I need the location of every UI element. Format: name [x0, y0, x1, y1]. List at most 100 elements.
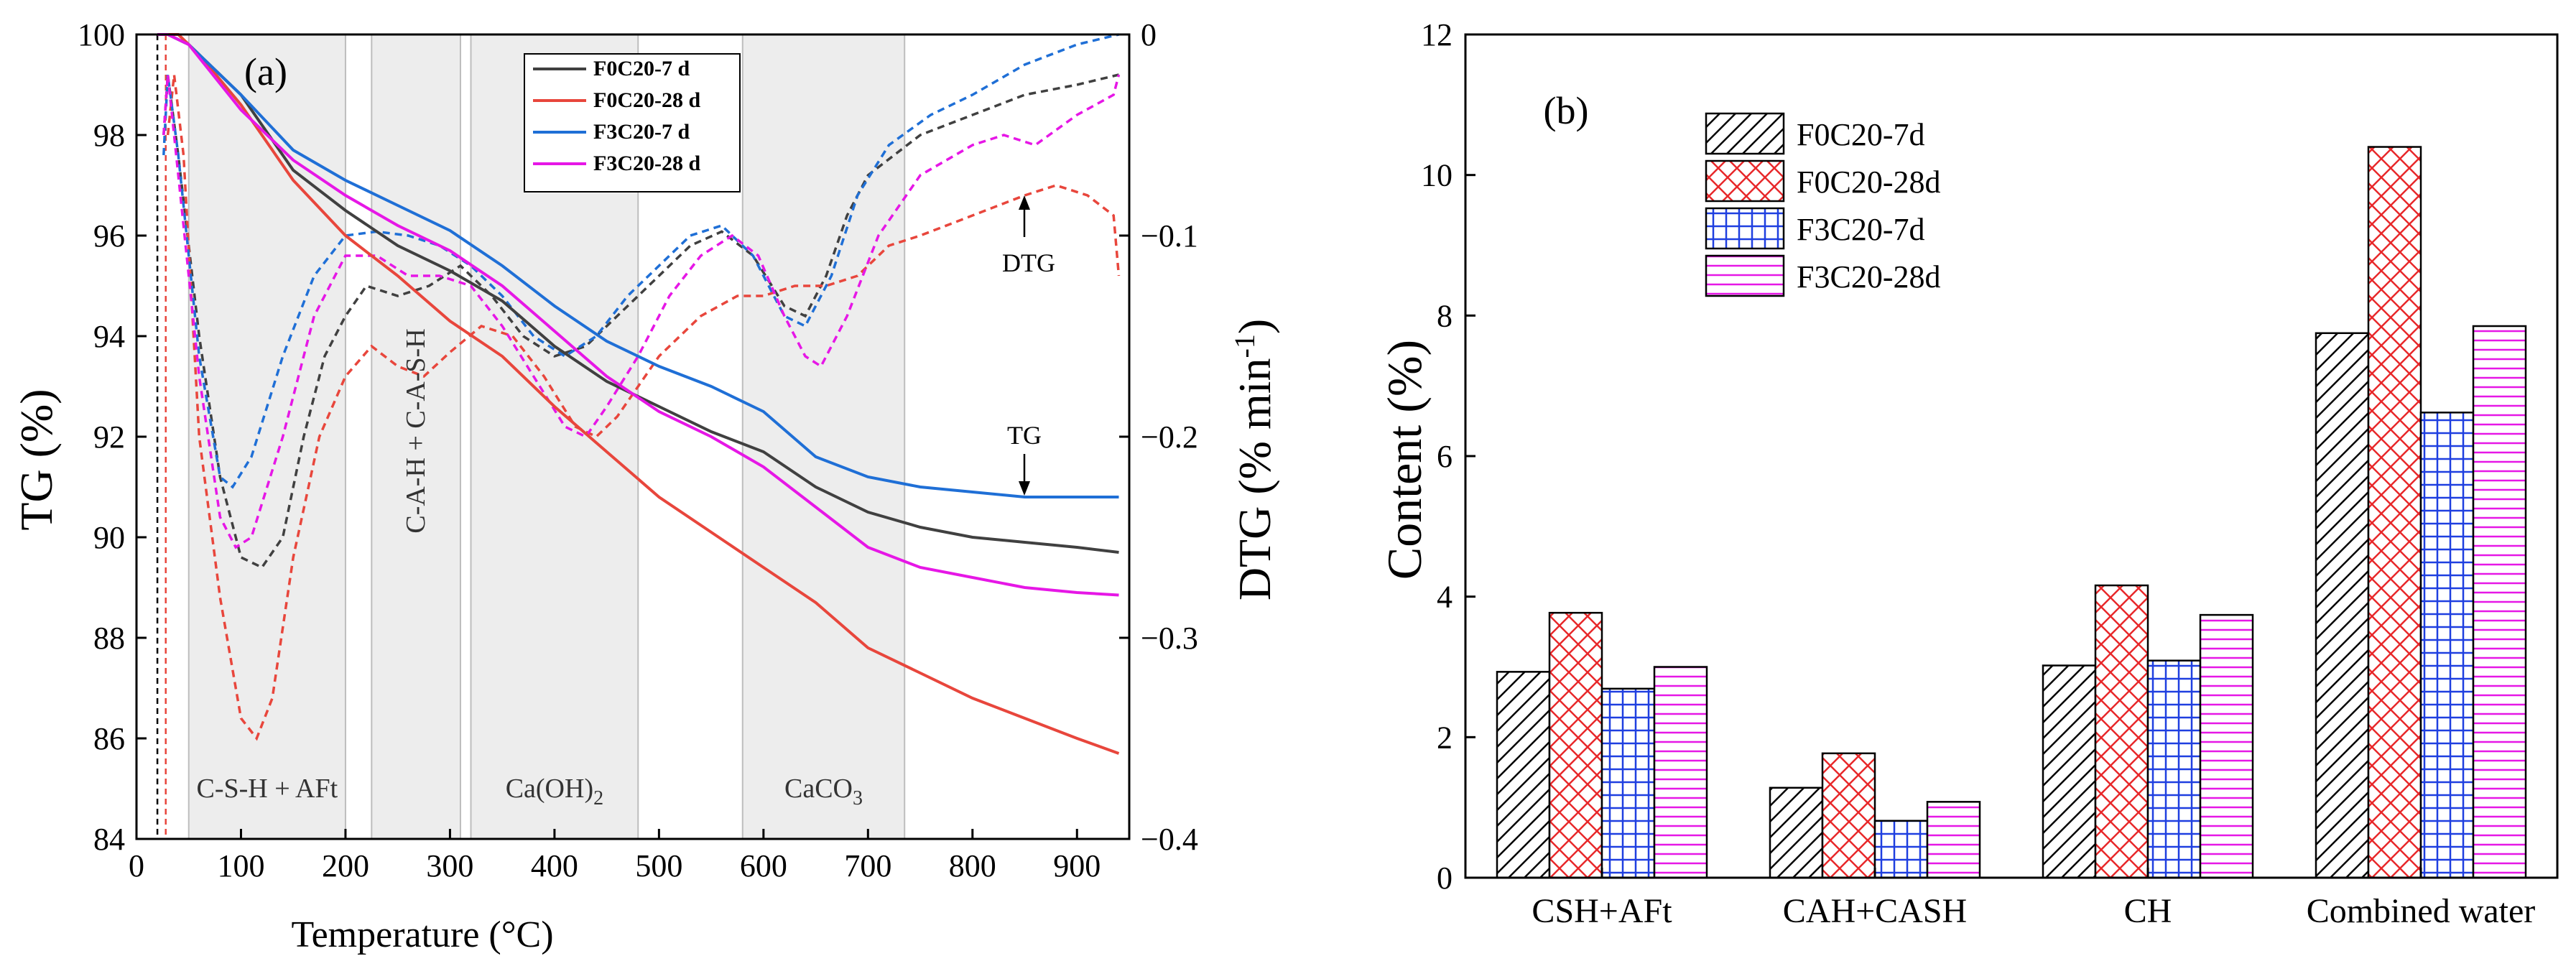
y-axis-right-ticks: −0.4 −0.3 −0.2 −0.1 0: [1119, 17, 1198, 857]
x-tick-label: 300: [426, 848, 473, 883]
legend-a-label-3: F3C20-28 d: [593, 152, 700, 175]
x-tick-label: 200: [322, 848, 369, 883]
region-label-text-3: CaCO: [784, 774, 853, 804]
region-label-2: Ca(OH)2: [506, 774, 603, 809]
legend-b-label-2: F3C20-7d: [1797, 212, 1924, 247]
legend-a-box: [524, 53, 741, 192]
legend-b-swatch-0: [1705, 112, 1785, 155]
y-tick-label: 88: [93, 621, 125, 656]
legend-b-swatch-3: [1705, 254, 1785, 297]
dtg-arrowhead: [1019, 195, 1030, 210]
panel-b-bar-chart: 0 2 4 6 8 10 12 CSH+AFt CAH+CASH CH Combined wate…: [1377, 17, 2559, 930]
y-right-tick-label: −0.2: [1141, 419, 1198, 455]
legend-b-label-1: F0C20-28d: [1797, 164, 1940, 200]
region-labels: C-S-H + AFt C-A-H + C-A-S-H Ca(OH)2 CaCO3: [196, 328, 862, 809]
x-tick-label: 100: [217, 848, 264, 883]
tg-line-1: [157, 33, 1120, 755]
bar-1-3: [1926, 801, 1981, 879]
y-axis-right-title: DTG (% min-1): [1228, 319, 1280, 600]
bar-3-0: [2315, 332, 2370, 879]
y-tick-label: 98: [93, 118, 125, 153]
y-axis-title-b: Content (%): [1377, 340, 1432, 580]
bar-2-3: [2199, 613, 2254, 879]
y-tick-label: 90: [93, 520, 125, 555]
b-y-tick-label: 6: [1437, 439, 1453, 474]
y-axis-left-title: TG (%): [11, 389, 62, 530]
legend-b-swatch-2: [1705, 207, 1785, 250]
bar-0-2: [1600, 687, 1656, 879]
y-tick-label: 96: [93, 218, 125, 254]
bar-3-2: [2419, 412, 2475, 879]
bar-0-3: [1653, 666, 1708, 879]
category-label: CSH+AFt: [1532, 892, 1672, 930]
y-right-tick-label: −0.1: [1141, 218, 1198, 254]
x-tick-label: 400: [531, 848, 578, 883]
dtg-line-3: [162, 74, 1121, 549]
legend-b-label-0: F0C20-7d: [1797, 117, 1924, 152]
bar-1-1: [1821, 752, 1876, 879]
x-tick-label: 900: [1053, 848, 1101, 883]
bars-group: [1496, 146, 2527, 879]
tg-line-0: [157, 33, 1119, 554]
region-label-0: C-S-H + AFt: [196, 774, 338, 804]
region-label-text-2: Ca(OH): [506, 774, 593, 804]
b-y-tick-label: 4: [1437, 580, 1453, 615]
bar-2-2: [2146, 659, 2202, 879]
y-tick-label: 84: [93, 822, 125, 857]
bar-2-0: [2042, 664, 2097, 879]
tg-annotation: TG: [1007, 421, 1042, 450]
b-y-tick-label: 0: [1437, 860, 1453, 896]
x-tick-label: 700: [844, 848, 891, 883]
x-tick-label: 600: [740, 848, 787, 883]
b-y-tick-label: 8: [1437, 298, 1453, 333]
region-band-3: [741, 34, 906, 840]
region-label-1: C-A-H + C-A-S-H: [401, 328, 431, 533]
y-right-tick-label: −0.3: [1141, 621, 1198, 656]
y-tick-label: 100: [78, 17, 125, 52]
legend-b: F0C20-7d F0C20-28d F3C20-7d F3C20-28d: [1705, 112, 1940, 297]
y-right-tick-label: −0.4: [1141, 822, 1198, 857]
tg-series-group: [157, 33, 1120, 755]
legend-b-swatch-1: [1705, 159, 1785, 203]
start-marker-lines: [156, 34, 167, 839]
legend-b-label-3: F3C20-28d: [1797, 259, 1940, 294]
x-tick-label: 500: [635, 848, 682, 883]
y-right-tick-label: 0: [1141, 17, 1157, 52]
y-tick-label: 92: [93, 419, 125, 455]
x-tick-label: 800: [949, 848, 996, 883]
bar-0-0: [1496, 671, 1551, 879]
y-axis-ticks-b: 0 2 4 6 8 10 12: [1421, 17, 1475, 896]
b-y-tick-label: 10: [1421, 158, 1453, 193]
dtg-series-group: [162, 33, 1121, 741]
region-label-sub-3: 3: [853, 787, 863, 809]
panel-label-a: (a): [244, 50, 287, 93]
category-label: Combined water: [2307, 892, 2536, 930]
x-axis-ticks: 0 100 200 300 400 500 600 700 800 900: [129, 829, 1101, 883]
b-y-tick-label: 2: [1437, 720, 1453, 755]
tg-line-3: [157, 33, 1119, 597]
legend-a-label-1: F0C20-28 d: [593, 88, 700, 112]
y-tick-label: 94: [93, 319, 125, 354]
region-label-3: CaCO3: [784, 774, 863, 809]
tg-arrowhead: [1019, 481, 1030, 496]
bar-2-1: [2094, 584, 2149, 879]
category-label: CAH+CASH: [1783, 892, 1967, 930]
dtg-line-2: [162, 33, 1119, 489]
curve-annotations: DTG TG: [1002, 195, 1055, 496]
panel-label-b: (b): [1544, 89, 1589, 132]
region-label-sub-2: 2: [593, 787, 603, 809]
legend-a-label-0: F0C20-7 d: [593, 57, 690, 80]
x-tick-label: 0: [129, 848, 144, 883]
bar-3-1: [2367, 146, 2422, 879]
bar-1-0: [1769, 786, 1824, 879]
x-axis-title: Temperature (°C): [291, 914, 553, 955]
category-label: CH: [2124, 892, 2172, 930]
y-axis-left-ticks: 84 86 88 90 92 94 96 98 100: [78, 17, 147, 857]
bar-1-2: [1873, 820, 1929, 879]
bar-0-1: [1548, 611, 1603, 879]
bar-3-3: [2472, 325, 2527, 879]
legend-a: F0C20-7 d F0C20-28 d F3C20-7 d F3C20-28 d: [524, 53, 741, 192]
panel-a-tg-dtg-chart: 0 100 200 300 400 500 600 700 800 900 84 86 88 90 92 9…: [11, 17, 1280, 955]
tg-line-2: [157, 33, 1119, 498]
